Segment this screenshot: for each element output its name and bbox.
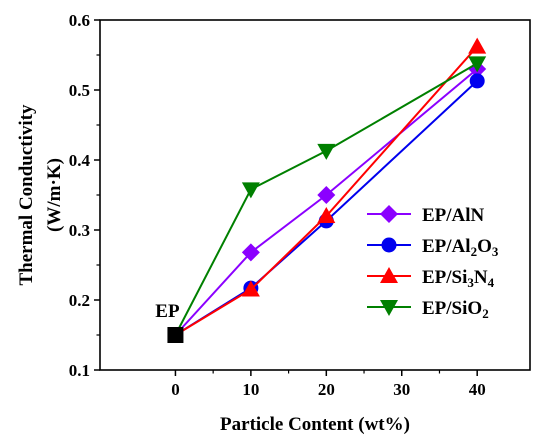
- data-point: [241, 243, 260, 262]
- annotation-layer: EP: [155, 301, 180, 322]
- series-line: [174, 45, 478, 336]
- data-point: [317, 186, 336, 204]
- y-tick-label: 0.5: [69, 81, 90, 100]
- legend-item: EP/Si3N4: [367, 267, 495, 290]
- legend-marker: [380, 205, 398, 223]
- legend-item: EP/AlN: [367, 205, 485, 226]
- x-tick-label: 20: [318, 380, 335, 399]
- legend-label: EP/SiO2: [422, 298, 489, 321]
- data-point: [469, 73, 485, 89]
- plot-axes: 0 10 20 30 40 0.1 0.2 0.3 0.4 0.5 0.6: [69, 11, 531, 399]
- data-point: [317, 143, 336, 160]
- y-tick-label: 0.1: [69, 361, 90, 380]
- legend-label: EP/Al2O3: [422, 236, 499, 259]
- series-line: [174, 62, 478, 336]
- y-axis-title-line2: (W/m·K): [44, 158, 65, 232]
- legend-marker: [380, 267, 398, 283]
- data-point: [317, 207, 336, 223]
- legend-marker: [380, 300, 398, 316]
- data-point: [241, 182, 260, 199]
- series-ep-si3n4: [174, 37, 487, 336]
- x-axis-title: Particle Content (wt%): [220, 414, 410, 435]
- x-tick-label: 40: [469, 380, 486, 399]
- legend-label: EP/AlN: [422, 205, 485, 226]
- legend-item: EP/SiO2: [367, 298, 489, 321]
- y-tick-label: 0.2: [69, 291, 90, 310]
- x-tick-label: 0: [171, 380, 180, 399]
- data-point: [468, 56, 487, 73]
- series-ep-sio2: [174, 56, 487, 336]
- data-point: [241, 280, 260, 297]
- y-tick-label: 0.4: [69, 151, 91, 170]
- legend-item: EP/Al2O3: [367, 236, 499, 259]
- legend: EP/AlN EP/Al2O3 EP/Si3N4 EP/SiO2: [367, 205, 499, 321]
- series-ep-aln: [174, 60, 487, 336]
- x-tick-label: 10: [242, 380, 259, 399]
- ep-base-point: [167, 327, 184, 343]
- data-point: [468, 37, 487, 54]
- series-layer: [167, 37, 487, 343]
- legend-marker: [381, 237, 397, 253]
- y-tick-label: 0.6: [69, 11, 90, 30]
- y-tick-label: 0.3: [69, 221, 90, 240]
- legend-label: EP/Si3N4: [422, 267, 495, 290]
- x-tick-label: 30: [393, 380, 410, 399]
- y-axis-title-line1: Thermal Conductivity: [16, 104, 37, 286]
- ep-base-annotation: EP: [155, 301, 180, 322]
